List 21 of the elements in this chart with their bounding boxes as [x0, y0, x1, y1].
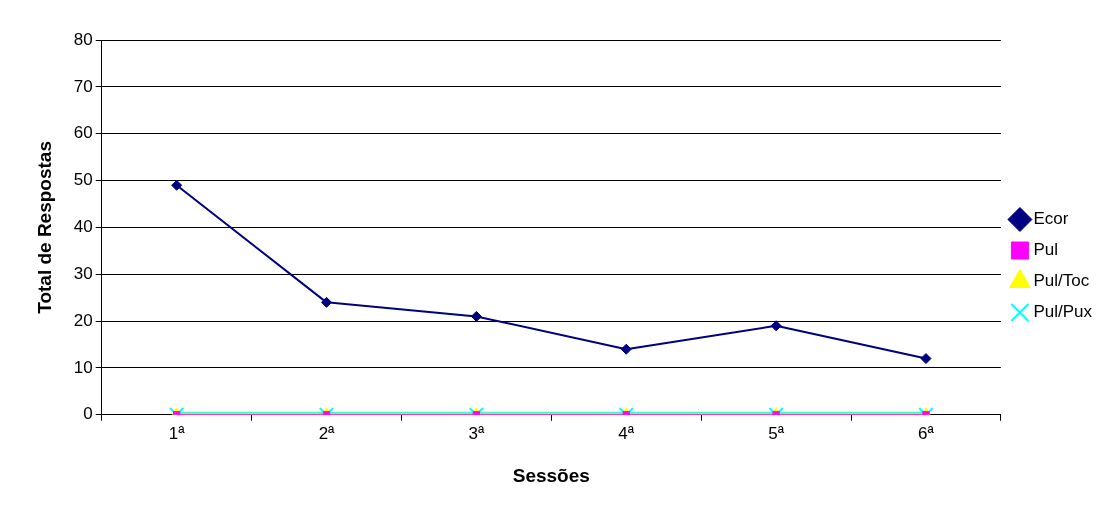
y-tick-label: 30	[73, 263, 93, 283]
x-tick-label: 4ª	[618, 423, 635, 443]
x-tick-label: 2ª	[318, 423, 336, 443]
y-tick-label: 60	[73, 123, 93, 143]
legend-label: Pul/Toc	[1033, 271, 1090, 291]
x-tick-label: 5ª	[768, 423, 785, 443]
legend-label: Pul/Pux	[1033, 302, 1093, 322]
x-tick-label: 1ª	[168, 423, 186, 443]
y-tick-label: 40	[73, 217, 93, 237]
legend-label: Ecor	[1033, 209, 1069, 229]
legend-label: Pul	[1033, 240, 1058, 260]
y-tick-label: 70	[73, 76, 93, 96]
y-tick-label: 80	[73, 29, 93, 49]
y-tick-label: 20	[73, 310, 93, 330]
x-tick-label: 3ª	[468, 423, 485, 443]
y-tick-label: 0	[83, 404, 93, 424]
y-axis-title: Total de Respostas	[33, 140, 55, 314]
x-axis-title: Sessões	[512, 464, 590, 486]
y-tick-label: 10	[73, 357, 93, 377]
x-tick-label: 6ª	[918, 423, 935, 443]
y-tick-label: 50	[73, 170, 93, 190]
